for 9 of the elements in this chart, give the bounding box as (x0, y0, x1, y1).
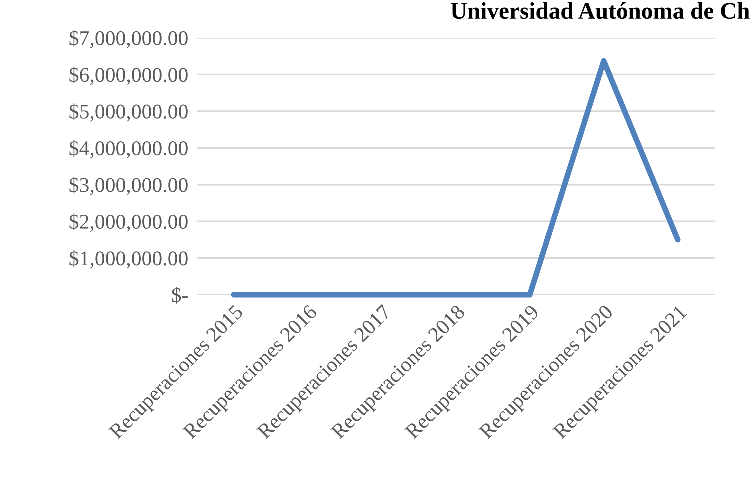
y-tick-label: $3,000,000.00 (70, 177, 188, 196)
chart-title: Universidad Autónoma de Ch (451, 2, 750, 20)
y-tick-label: $4,000,000.00 (70, 140, 188, 159)
y-tick-label: $- (172, 287, 188, 304)
y-tick-label: $6,000,000.00 (70, 66, 188, 86)
y-tick-label: $7,000,000.00 (70, 30, 188, 48)
y-tick-label: $2,000,000.00 (70, 214, 188, 232)
y-tick-label: $5,000,000.00 (70, 104, 188, 122)
y-tick-label: $1,000,000.00 (70, 250, 188, 269)
